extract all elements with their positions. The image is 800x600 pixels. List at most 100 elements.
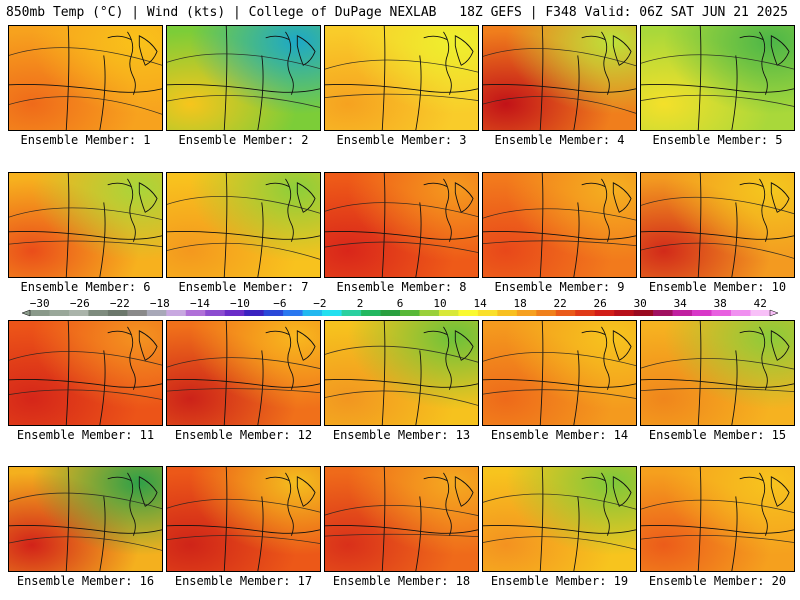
colorbar-tick-label: −2 <box>313 297 326 310</box>
colorbar-segment <box>731 310 751 316</box>
temperature-map <box>8 172 163 278</box>
contour-lines <box>641 196 794 259</box>
colorbar-segment <box>361 310 381 316</box>
ensemble-panel: Ensemble Member: 19 <box>482 466 637 589</box>
map-outlines <box>167 173 320 277</box>
colorbar-tick-label: 22 <box>553 297 566 310</box>
colorbar-tick-label: 2 <box>357 297 364 310</box>
ensemble-panel: Ensemble Member: 6 <box>8 172 163 295</box>
ensemble-member-label: Ensemble Member: 2 <box>178 133 309 147</box>
map-outlines <box>641 321 794 425</box>
colorbar-tick-label: 6 <box>397 297 404 310</box>
map-outlines <box>325 467 478 571</box>
colorbar-segment <box>400 310 420 316</box>
colorbar-segment <box>341 310 362 316</box>
colorbar-segment <box>633 310 654 316</box>
temperature-map <box>8 320 163 426</box>
colorbar-tick-label: −18 <box>150 297 170 310</box>
colorbar-segment <box>127 310 148 316</box>
temperature-map <box>482 466 637 572</box>
map-outlines <box>483 467 636 571</box>
colorbar-tick-label: −26 <box>70 297 90 310</box>
temperature-map <box>324 466 479 572</box>
ensemble-panel: Ensemble Member: 17 <box>166 466 321 589</box>
ensemble-panel: Ensemble Member: 12 <box>166 320 321 443</box>
colorbar-segment <box>575 310 596 316</box>
colorbar-segment <box>614 310 634 316</box>
header-title: 850mb Temp (°C) | Wind (kts) | College o… <box>6 5 437 20</box>
colorbar-tick-label: −30 <box>30 297 50 310</box>
ensemble-member-label: Ensemble Member: 7 <box>178 280 309 294</box>
colorbar-tick-label: 30 <box>634 297 647 310</box>
ensemble-panel: Ensemble Member: 4 <box>482 25 637 148</box>
colorbar-segment <box>302 310 323 316</box>
contour-lines <box>483 48 636 114</box>
contour-lines <box>167 498 320 544</box>
temperature-map <box>640 466 795 572</box>
ensemble-member-label: Ensemble Member: 6 <box>20 280 151 294</box>
colorbar-segment <box>497 310 518 316</box>
colorbar-segment <box>653 310 673 316</box>
map-outlines <box>641 467 794 571</box>
colorbar-segment <box>477 310 498 316</box>
temperature-map <box>8 25 163 131</box>
colorbar-segment <box>322 310 342 316</box>
contour-lines <box>167 196 320 260</box>
colorbar-tick-label: −6 <box>273 297 286 310</box>
ensemble-member-label: Ensemble Member: 9 <box>494 280 625 294</box>
colorbar-segment <box>458 310 479 316</box>
map-outlines <box>325 26 478 130</box>
ensemble-member-label: Ensemble Member: 11 <box>16 428 155 442</box>
map-outlines <box>325 321 478 425</box>
colorbar-segment <box>244 310 264 316</box>
colorbar-segment <box>49 310 70 316</box>
colorbar-segment <box>68 310 89 316</box>
ensemble-member-label: Ensemble Member: 4 <box>494 133 625 147</box>
contour-lines <box>325 202 478 253</box>
ensemble-panel: Ensemble Member: 7 <box>166 172 321 295</box>
contour-lines <box>641 54 794 107</box>
colorbar-segment <box>711 310 732 316</box>
ensemble-panel: Ensemble Member: 9 <box>482 172 637 295</box>
ensemble-member-label: Ensemble Member: 13 <box>332 428 471 442</box>
map-outlines <box>167 321 320 425</box>
contour-lines <box>9 47 162 115</box>
ensemble-panel: Ensemble Member: 2 <box>166 25 321 148</box>
colorbar-segment <box>750 310 771 316</box>
colorbar-segment <box>146 310 167 316</box>
colorbar-tick-label: 34 <box>674 297 688 310</box>
colorbar-tick-label: 18 <box>513 297 526 310</box>
colorbar-segment <box>594 310 615 316</box>
contour-lines <box>641 358 794 393</box>
ensemble-member-label: Ensemble Member: 5 <box>652 133 783 147</box>
ensemble-member-label: Ensemble Member: 20 <box>648 574 787 588</box>
contour-lines <box>325 505 478 538</box>
temperature-map <box>324 320 479 426</box>
map-outlines <box>483 321 636 425</box>
ensemble-member-label: Ensemble Member: 17 <box>174 574 313 588</box>
temperature-map <box>166 172 321 278</box>
colorbar-segment <box>224 310 245 316</box>
map-outlines <box>325 173 478 277</box>
colorbar-tick-label: −22 <box>110 297 130 310</box>
ensemble-panel: Ensemble Member: 5 <box>640 25 795 148</box>
colorbar-tick-label: 42 <box>754 297 767 310</box>
colorbar-segment <box>438 310 459 316</box>
colorbar-arrow-left <box>21 309 31 317</box>
ensemble-member-label: Ensemble Member: 8 <box>336 280 467 294</box>
colorbar-arrow-right <box>769 309 779 317</box>
map-outlines <box>167 26 320 130</box>
contour-lines <box>167 357 320 394</box>
contour-lines <box>9 207 162 247</box>
ensemble-panel: Ensemble Member: 10 <box>640 172 795 295</box>
ensemble-panel: Ensemble Member: 13 <box>324 320 479 443</box>
map-outlines <box>167 467 320 571</box>
contour-lines <box>483 493 636 550</box>
temperature-map <box>324 172 479 278</box>
map-outlines <box>9 467 162 571</box>
ensemble-member-label: Ensemble Member: 15 <box>648 428 787 442</box>
colorbar-segment <box>419 310 440 316</box>
colorbar-tick-label: −14 <box>190 297 210 310</box>
ensemble-panel: Ensemble Member: 20 <box>640 466 795 589</box>
colorbar-tick-label: 10 <box>433 297 446 310</box>
